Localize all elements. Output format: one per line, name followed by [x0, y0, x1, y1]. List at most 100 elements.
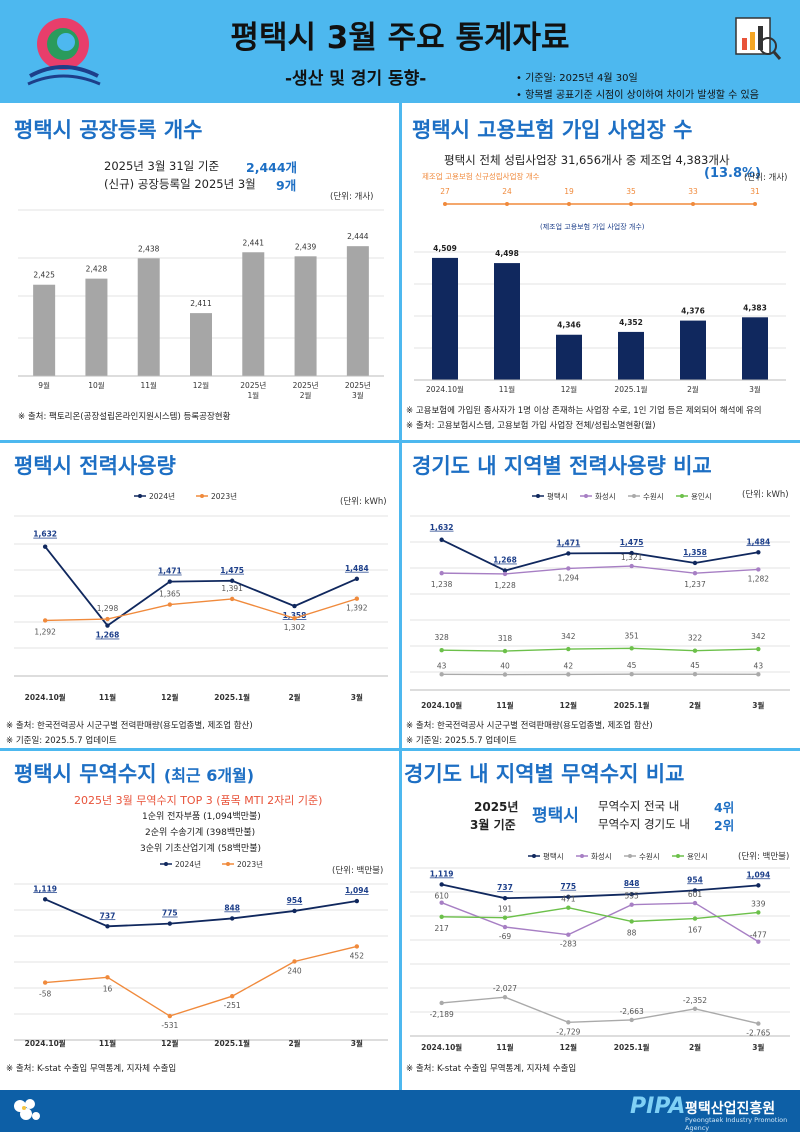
data-label: 4,352 [619, 318, 643, 327]
data-label: 4,376 [681, 307, 705, 316]
trade-region-title: 경기도 내 지역별 무역수지 비교 [404, 762, 685, 786]
data-label: 318 [498, 634, 513, 643]
x-tick-label: 2월 [300, 390, 312, 400]
x-tick-label: 2024.10월 [25, 692, 66, 702]
factory-new-value: 9개 [276, 178, 297, 193]
data-label: 24 [502, 187, 512, 196]
data-label: 1,632 [33, 530, 57, 539]
data-point [756, 1021, 761, 1026]
insurance-bar-chart: 4,509 4,498 4,346 4,352 4,376 4,383 2024.10월 11… [414, 244, 786, 394]
data-label: 342 [751, 632, 766, 641]
x-tick-label: 11월 [496, 700, 513, 710]
data-point [566, 1020, 571, 1025]
series-line [45, 945, 357, 1017]
data-point [691, 202, 695, 206]
power-date: ※ 기준일: 2025.5.7 업데이트 [6, 736, 117, 746]
legend-marker [200, 494, 204, 498]
trade-region-line-chart: 평택시 화성시 수원시 용인시 1,119 737 775 848 954 1,094 610 -69… [410, 851, 790, 1052]
data-point [756, 910, 761, 915]
data-point [105, 623, 110, 628]
series-line [441, 902, 759, 943]
data-point [566, 551, 571, 556]
legend-label: 2023년 [211, 491, 237, 501]
bar [556, 334, 582, 380]
data-point [292, 616, 297, 621]
data-label: 43 [754, 661, 764, 670]
trade-region-rank2-value: 2위 [714, 818, 735, 833]
bar [294, 256, 317, 376]
legend-label: 용인시 [687, 851, 708, 861]
data-point [629, 1017, 634, 1023]
data-label: 1,475 [220, 566, 244, 575]
power-region-source: ※ 출처: 한국전력공사 시군구별 전력판매량(용도업종별, 제조업 합산) [406, 721, 653, 731]
data-point [629, 563, 634, 569]
data-label: -2,729 [556, 1027, 580, 1036]
factory-source: ※ 출처: 팩토리온(공장설립온라인지원시스템) 등록공장현황 [18, 412, 231, 422]
factory-title: 평택시 공장등록 개수 [14, 118, 203, 142]
data-label: 1,094 [345, 886, 369, 895]
data-label: 1,268 [96, 631, 120, 640]
data-label: 1,365 [159, 590, 181, 599]
data-point [229, 994, 235, 999]
x-tick-label: 3월 [752, 700, 764, 710]
footer-org-name-en: Pyeongtaek Industry Promotion Agency [685, 1116, 788, 1132]
factory-base-label: 2025년 3월 31일 기준 [104, 159, 220, 173]
data-point [629, 550, 634, 556]
data-point [756, 567, 761, 572]
x-tick-label: 2025.1월 [614, 700, 650, 710]
data-label: 31 [750, 187, 760, 196]
data-point [692, 1006, 698, 1011]
series-line [441, 565, 759, 575]
footer-org-name: 평택산업진흥원 [685, 1101, 776, 1117]
data-point [566, 646, 571, 652]
data-point [566, 672, 571, 677]
header-note-caveat: • 항목별 공표기준 시점이 상이하여 차이가 발생할 수 있음 [516, 90, 759, 101]
bar [33, 284, 56, 376]
data-point [566, 905, 571, 910]
insurance-ratio: (13.8%) [704, 166, 761, 181]
legend-label: 평택시 [543, 851, 564, 861]
pipa-logo: PIPA [630, 1094, 686, 1119]
data-point [439, 914, 444, 919]
data-label: 775 [162, 909, 178, 918]
x-tick-label: 9월 [38, 380, 50, 390]
trade-unit: (단위: 백만불) [332, 866, 384, 876]
data-label: 1,484 [345, 564, 369, 573]
insurance-title: 평택시 고용보험 가입 사업장 수 [412, 118, 693, 142]
legend-label: 평택시 [547, 491, 568, 501]
trade-region-base-month: 3월 기준 [470, 818, 516, 832]
data-point [292, 959, 297, 964]
trade-top3-title: 2025년 3월 무역수지 TOP 3 (품목 MTI 2자리 기준) [74, 794, 323, 807]
x-tick-label: 2월 [689, 1042, 701, 1052]
data-point [439, 900, 444, 905]
data-point [229, 578, 235, 583]
legend-label: 2024년 [149, 491, 175, 501]
data-point [756, 939, 761, 944]
data-point [692, 900, 698, 906]
data-label: 2,441 [243, 238, 265, 247]
data-point [502, 648, 508, 654]
data-label: 471 [561, 895, 576, 904]
x-tick-label: 11월 [496, 1042, 513, 1052]
data-point [167, 921, 173, 926]
page-title: 평택시 3월 주요 통계자료 [230, 20, 570, 56]
series-line [44, 546, 358, 627]
data-label: -283 [560, 940, 577, 949]
data-point [167, 579, 173, 584]
data-point [105, 975, 110, 980]
header-banner [0, 0, 800, 100]
data-label: 1,321 [621, 553, 643, 562]
data-label: 1,294 [558, 573, 580, 582]
data-label: 45 [690, 661, 700, 670]
data-point [354, 576, 360, 581]
data-label: 27 [440, 187, 450, 196]
insurance-source: ※ 출처: 고용보험시스템, 고용보험 가입 사업장 전체/성립소멸현황(월) [406, 421, 656, 431]
x-tick-label: 2월 [288, 692, 300, 702]
legend-label: 화성시 [595, 492, 616, 501]
x-tick-label: 2025년 [293, 380, 319, 390]
data-label: -2,189 [430, 1010, 454, 1019]
data-point [443, 202, 447, 206]
x-tick-label: 2025.1월 [614, 1042, 650, 1052]
data-point [692, 560, 698, 566]
data-label: 33 [688, 187, 698, 196]
